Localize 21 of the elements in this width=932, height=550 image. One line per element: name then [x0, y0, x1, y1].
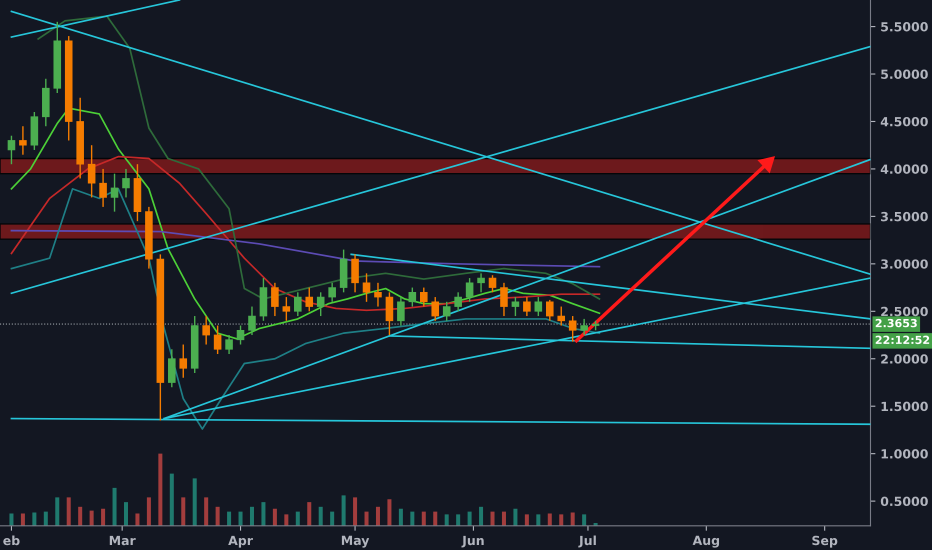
- ref-line-label: 2.3653: [876, 318, 917, 328]
- x-tick-label: eb: [3, 536, 20, 546]
- y-tick-label: 2.5000: [881, 306, 928, 316]
- y-tick-label: 1.0000: [882, 449, 928, 459]
- x-tick-label: Sep: [812, 536, 838, 548]
- x-tick-label: Aug: [692, 536, 720, 548]
- x-tick-label: Mar: [110, 536, 136, 546]
- y-tick-label: 0.5000: [880, 496, 928, 506]
- x-tick-label: Jun: [462, 536, 484, 548]
- x-tick-label: Jul: [578, 536, 596, 548]
- y-tick-label: 1.5000: [882, 402, 928, 412]
- y-tick-label: 3.5000: [881, 212, 928, 222]
- y-tick-label: 4.0000: [880, 164, 928, 174]
- x-tick-label: May: [342, 536, 370, 548]
- y-tick-label: 2.0000: [881, 354, 928, 364]
- x-tick-label: Apr: [228, 536, 253, 548]
- text: 22:12:52: [876, 336, 930, 344]
- y-tick-label: 5.0000: [881, 70, 928, 79]
- y-tick-label: 4.5000: [880, 116, 928, 126]
- y-tick-label: 5.5000: [881, 22, 928, 32]
- y-tick-label: 3.0000: [881, 259, 928, 269]
